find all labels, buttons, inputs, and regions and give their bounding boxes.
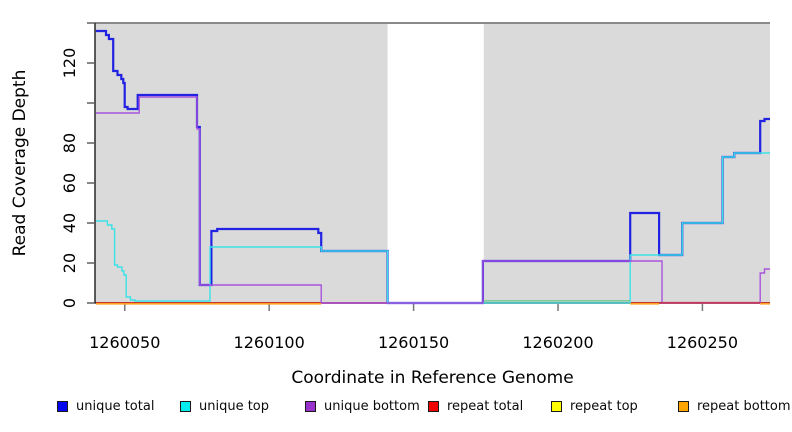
masked-region (387, 24, 484, 303)
x-tick-label: 1260250 (667, 333, 738, 352)
y-tick-label: 20 (60, 253, 79, 273)
x-tick-label: 1260150 (378, 333, 449, 352)
y-tick-label: 40 (60, 213, 79, 233)
series-unique-bottom (95, 96, 770, 304)
y-tick-label: 80 (60, 133, 79, 153)
x-axis-title: Coordinate in Reference Genome (291, 368, 573, 388)
y-tick-label: 120 (60, 48, 79, 79)
series-unique-top (95, 152, 770, 304)
y-axis-title: Read Coverage Depth (10, 70, 30, 257)
y-tick-label: 0 (60, 298, 79, 308)
x-tick-label: 1260100 (234, 333, 305, 352)
x-tick-label: 1260200 (522, 333, 593, 352)
x-tick-label: 1260050 (89, 333, 160, 352)
y-tick-label: 60 (60, 173, 79, 193)
